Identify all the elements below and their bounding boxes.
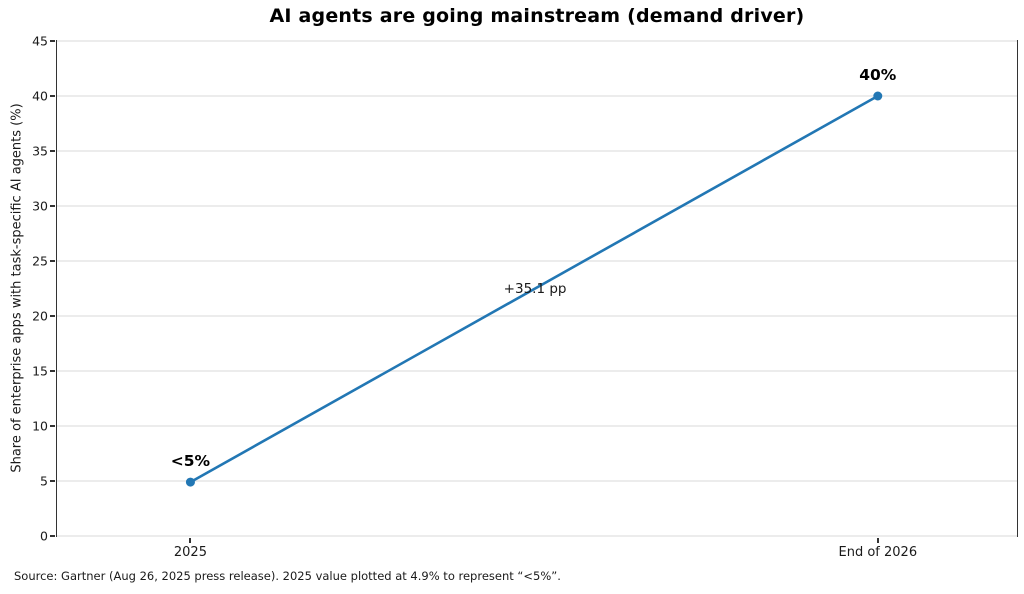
y-tick-mark (50, 205, 55, 207)
y-tick-label: 30 (32, 198, 48, 214)
chart-title: AI agents are going mainstream (demand d… (269, 5, 805, 27)
x-tick-label: End of 2026 (838, 545, 918, 560)
point-label: <5% (170, 452, 211, 471)
gridline (57, 480, 1017, 482)
gridline (57, 40, 1017, 42)
gridline (57, 370, 1017, 372)
gridline (57, 425, 1017, 427)
x-tick-mark (189, 538, 192, 543)
y-tick-label: 45 (32, 33, 48, 49)
gridline (57, 260, 1017, 262)
y-tick-label: 10 (32, 418, 48, 434)
y-tick-mark (50, 95, 55, 97)
y-tick-mark (50, 260, 55, 262)
plot-area: 0 5 10 15 20 25 30 35 40 45 2025 End of 2026 <5% 40% +… (32, 34, 1018, 560)
gridline (57, 150, 1017, 152)
y-tick-label: 15 (32, 363, 48, 379)
x-tick-mark (876, 538, 879, 543)
point-label: 40% (859, 66, 897, 84)
y-tick-label: 40 (32, 88, 48, 104)
gridline (57, 95, 1017, 97)
y-tick-label: 0 (40, 528, 48, 544)
y-tick-mark (50, 535, 55, 537)
data-point-marker (185, 477, 195, 487)
data-point-marker (873, 91, 883, 101)
source-note: Source: Gartner (Aug 26, 2025 press rele… (14, 569, 561, 583)
y-tick-mark (50, 315, 55, 317)
y-tick-label: 35 (32, 143, 48, 159)
gridline (57, 535, 1017, 537)
y-tick-mark (50, 425, 55, 427)
y-tick-mark (50, 150, 55, 152)
y-tick-mark (50, 370, 55, 372)
y-axis-label: Share of enterprise apps with task-speci… (9, 103, 25, 473)
gridline (57, 315, 1017, 317)
gridline (57, 205, 1017, 207)
x-tick-label: 2025 (173, 545, 207, 560)
y-tick-mark (50, 480, 55, 482)
y-tick-label: 25 (32, 253, 48, 269)
y-tick-label: 20 (32, 308, 48, 324)
delta-annotation: +35.1 pp (503, 280, 567, 297)
line-series (185, 91, 883, 487)
y-tick-mark (50, 40, 55, 42)
y-tick-label: 5 (40, 473, 48, 489)
series-line (189, 94, 879, 484)
